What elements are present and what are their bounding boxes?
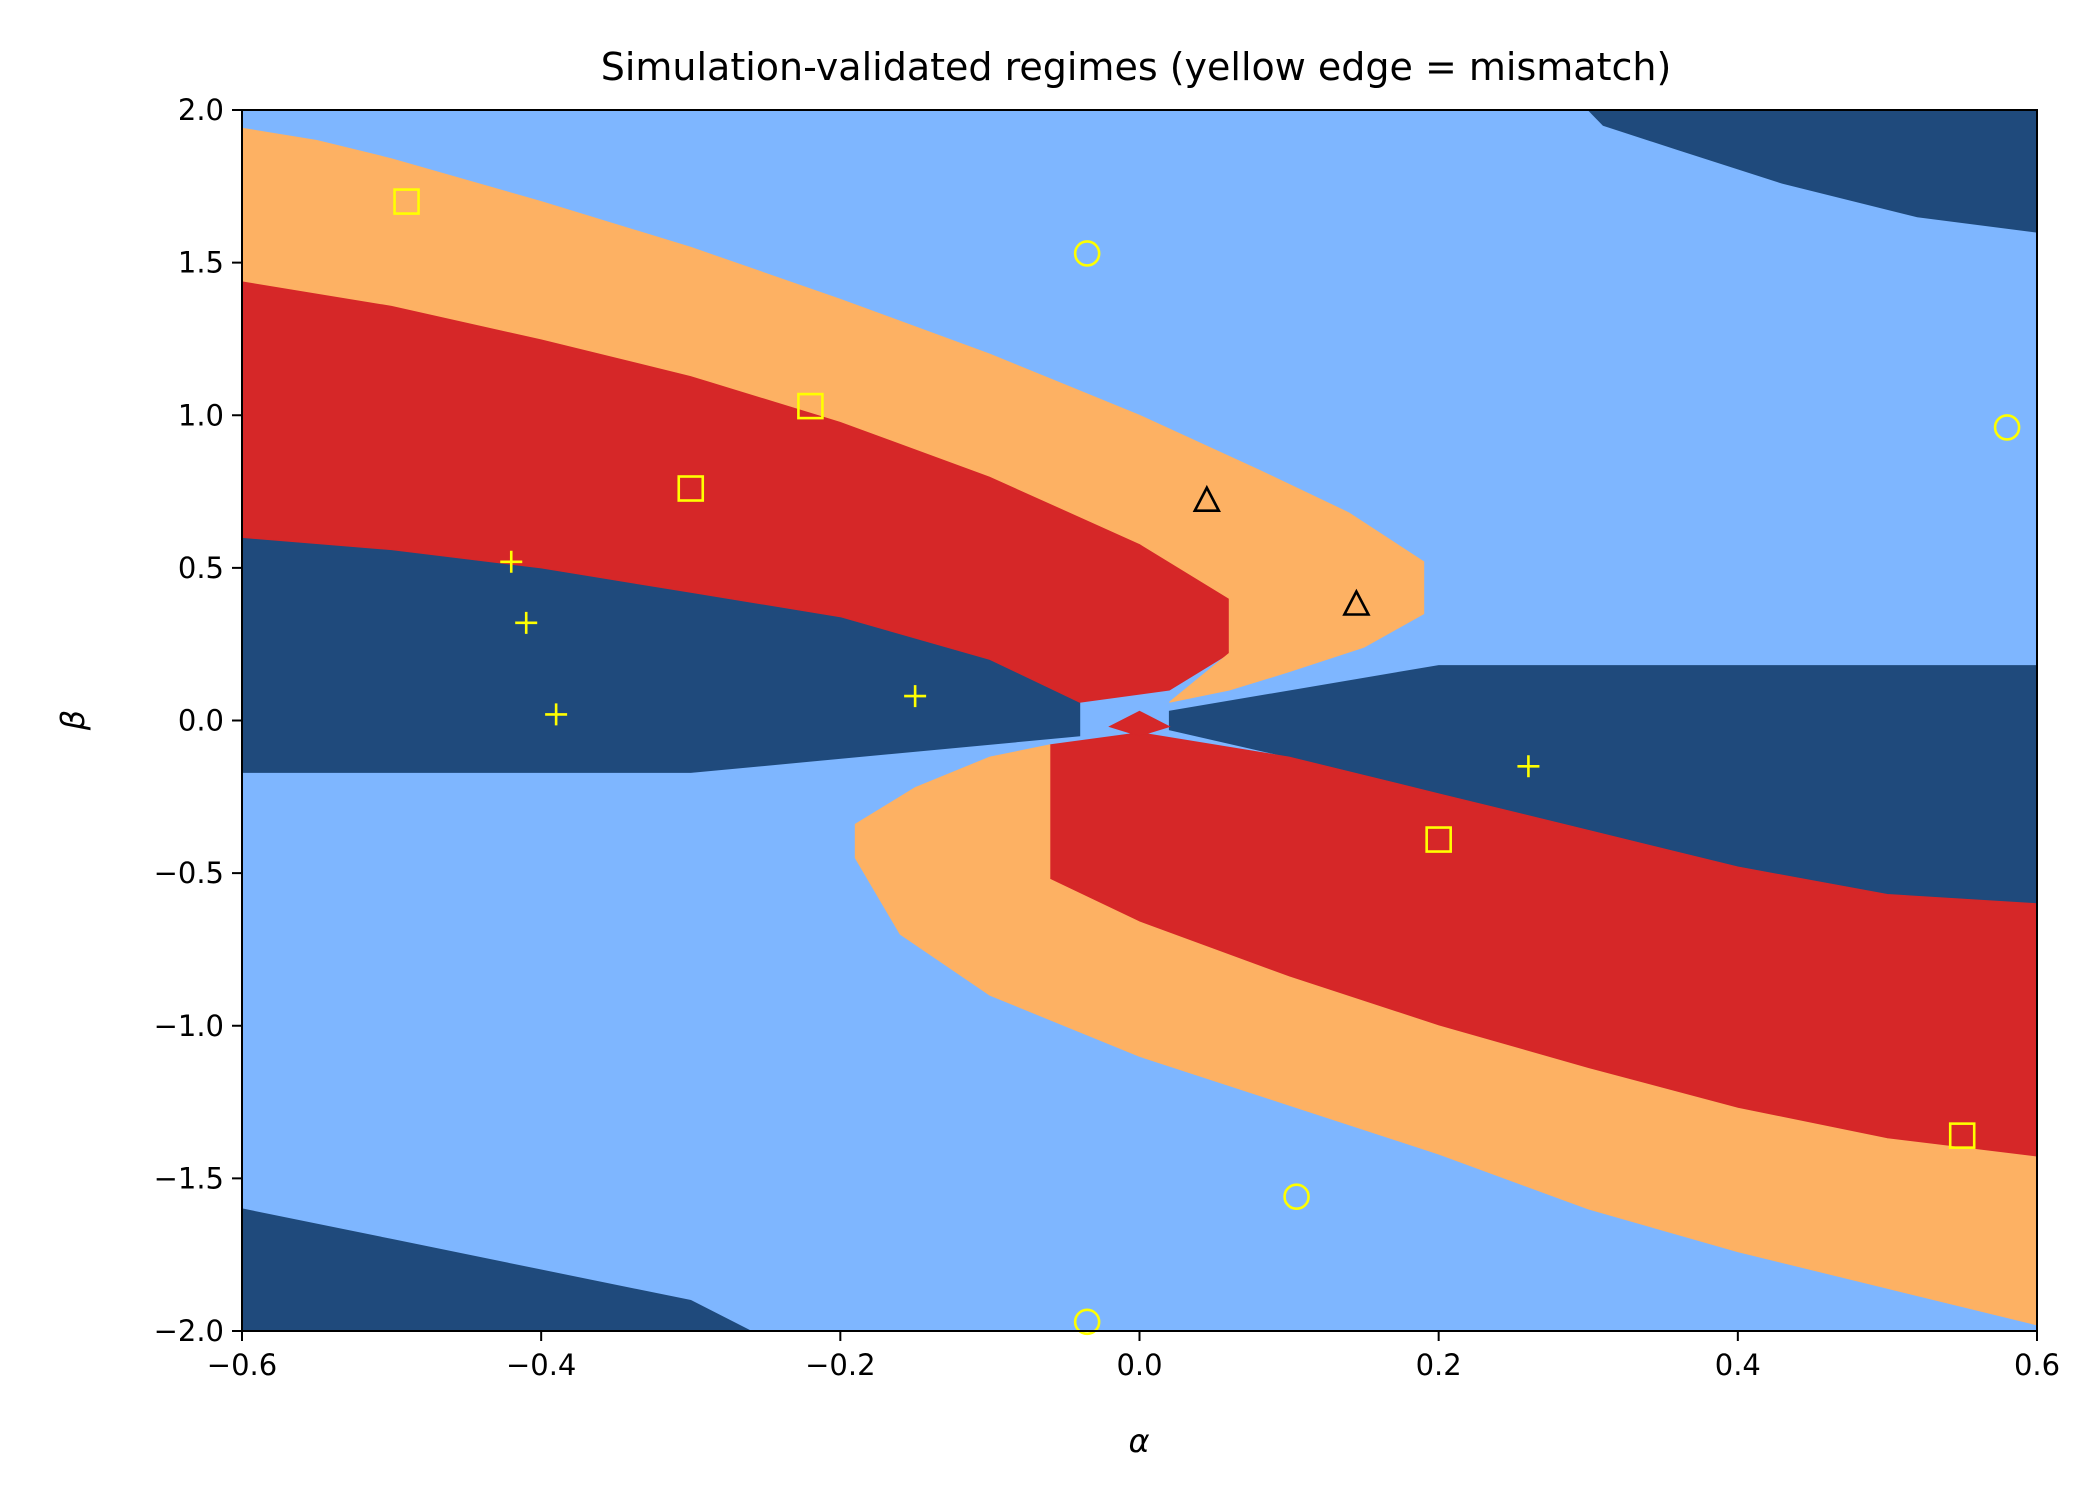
marker-square bbox=[797, 392, 824, 420]
marker-circle bbox=[1073, 240, 1101, 267]
x-axis: −0.6 −0.4 −0.2 0.0 0.2 0.4 0.6 bbox=[207, 1331, 2060, 1382]
marker-square bbox=[677, 475, 705, 502]
marker-square bbox=[1425, 826, 1452, 853]
y-tick-label: 2.0 bbox=[178, 93, 224, 127]
marker-square bbox=[1948, 1122, 1976, 1149]
marker-plus bbox=[904, 685, 927, 708]
x-tick-label: −0.4 bbox=[506, 1348, 576, 1382]
regime-region bbox=[242, 1208, 751, 1331]
y-tick-label: 0.0 bbox=[178, 704, 224, 738]
marker-plus bbox=[1517, 755, 1540, 778]
marker-triangle bbox=[1342, 588, 1371, 616]
marker-square bbox=[393, 188, 420, 215]
x-tick-label: 0.6 bbox=[2014, 1348, 2060, 1382]
plot-frame bbox=[241, 109, 2038, 1332]
regime-region bbox=[1587, 110, 2037, 233]
y-tick-label: −1.0 bbox=[154, 1009, 224, 1043]
y-tick-label: −1.5 bbox=[154, 1161, 224, 1195]
y-axis-label: β bbox=[54, 710, 92, 731]
x-tick-label: 0.0 bbox=[1116, 1348, 1162, 1382]
x-axis-label: α bbox=[1128, 1422, 1149, 1460]
marker-circle bbox=[1993, 414, 2021, 441]
y-tick-label: −2.0 bbox=[154, 1314, 224, 1348]
marker-circle bbox=[1073, 1308, 1101, 1336]
x-tick-label: −0.6 bbox=[207, 1348, 277, 1382]
x-tick-label: 0.4 bbox=[1715, 1348, 1761, 1382]
regime-region bbox=[242, 127, 1425, 703]
regime-region bbox=[1108, 710, 1171, 737]
marker-plus bbox=[515, 611, 538, 634]
y-tick-label: −0.5 bbox=[154, 856, 224, 890]
marker-triangle bbox=[1192, 484, 1221, 513]
y-tick-label: 0.5 bbox=[178, 551, 224, 585]
y-tick-label: 1.0 bbox=[178, 398, 224, 432]
marker-plus bbox=[545, 703, 568, 726]
marker-circle bbox=[1283, 1183, 1310, 1210]
regime-region bbox=[854, 744, 2037, 1326]
y-tick-label: 1.5 bbox=[178, 246, 224, 280]
y-axis: 2.0 1.5 1.0 0.5 0.0 −0.5 −1.0 −1.5 −2.0 bbox=[154, 93, 242, 1348]
marker-plus bbox=[500, 550, 523, 573]
plot-area bbox=[242, 110, 2037, 1331]
chart-title: Simulation-validated regimes (yellow edg… bbox=[601, 45, 1672, 89]
x-tick-label: 0.2 bbox=[1416, 1348, 1462, 1382]
x-tick-label: −0.2 bbox=[805, 1348, 875, 1382]
